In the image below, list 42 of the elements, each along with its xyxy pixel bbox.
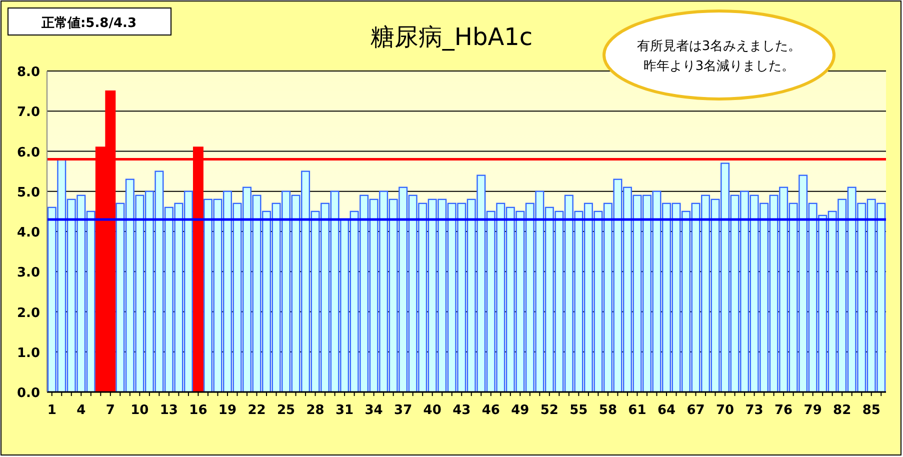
x-tick-label: 25 <box>276 403 296 418</box>
y-tick-label: 0.0 <box>16 386 40 401</box>
x-tick-label: 55 <box>570 403 588 418</box>
text: 正常値:5.8/4.3 <box>40 16 137 31</box>
x-tick-label: 19 <box>218 403 237 418</box>
x-tick-label: 70 <box>716 403 734 418</box>
y-tick-label: 1.0 <box>16 346 40 361</box>
x-tick-label: 64 <box>657 403 676 418</box>
x-tick-label: 82 <box>833 403 852 418</box>
x-tick-label: 46 <box>482 403 500 418</box>
x-tick-label: 1 <box>47 403 56 418</box>
x-tick-label: 73 <box>745 403 764 418</box>
x-tick-label: 7 <box>106 403 115 418</box>
y-tick-label: 6.0 <box>16 145 40 160</box>
x-tick-label: 61 <box>628 403 646 418</box>
y-tick-label: 3.0 <box>16 266 40 281</box>
y-tick-label: 2.0 <box>16 306 40 321</box>
x-tick-label: 85 <box>862 403 880 418</box>
x-tick-label: 28 <box>306 403 324 418</box>
x-tick-label: 43 <box>452 403 471 418</box>
x-tick-label: 4 <box>76 403 86 418</box>
x-tick-label: 31 <box>336 403 354 418</box>
y-tick-label: 7.0 <box>16 105 40 120</box>
x-tick-label: 16 <box>189 403 208 418</box>
x-tick-label: 76 <box>774 403 793 418</box>
x-tick-label: 13 <box>160 403 178 418</box>
x-tick-label: 58 <box>598 403 618 418</box>
x-tick-label: 10 <box>130 403 149 418</box>
x-tick-label: 37 <box>394 403 412 418</box>
x-tick-label: 49 <box>511 403 530 418</box>
y-tick-label: 5.0 <box>16 185 40 200</box>
x-tick-label: 34 <box>364 403 383 418</box>
x-tick-label: 40 <box>423 403 442 418</box>
x-tick-label: 67 <box>686 403 705 418</box>
y-tick-label: 4.0 <box>16 226 40 240</box>
x-tick-label: 79 <box>804 403 822 418</box>
x-tick-label: 52 <box>540 403 558 418</box>
text: 有所見者は3名みえました。 <box>636 39 802 54</box>
x-tick-label: 22 <box>248 403 266 418</box>
chart-title: 糖尿病_HbA1c <box>370 23 533 51</box>
annotation: 昨年より3名減りました。 <box>643 59 795 74</box>
y-tick-label: 8.0 <box>16 65 40 80</box>
